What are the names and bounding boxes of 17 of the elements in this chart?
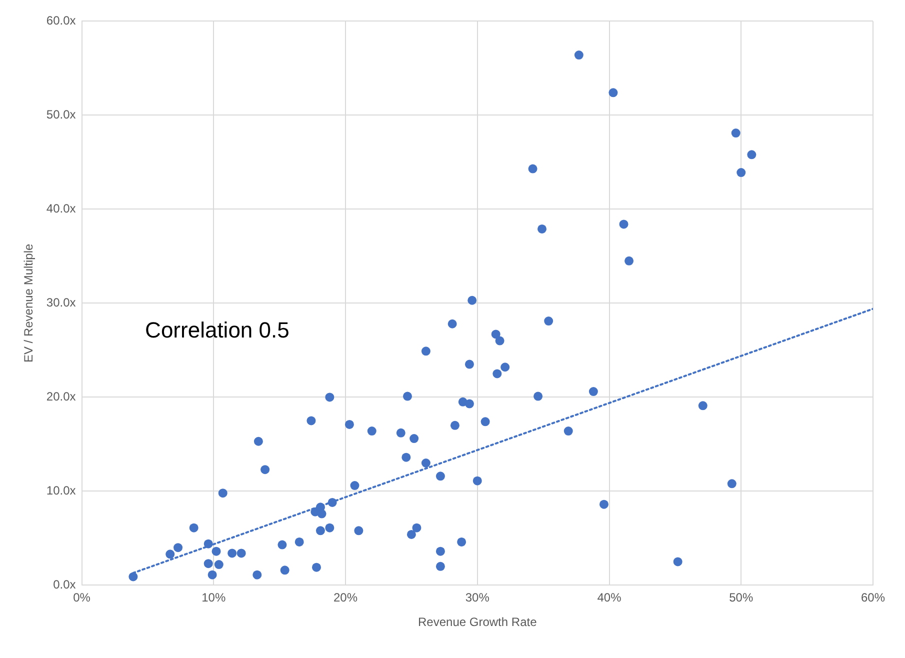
x-tick-label: 10% bbox=[202, 590, 226, 605]
y-axis-title: EV / Revenue Multiple bbox=[22, 244, 36, 363]
x-tick-label: 40% bbox=[597, 590, 622, 605]
y-tick-label: 20.0x bbox=[46, 390, 76, 404]
y-tick-label: 0.0x bbox=[53, 578, 76, 592]
y-tick-label: 30.0x bbox=[46, 296, 76, 310]
x-tick-label: 50% bbox=[729, 590, 754, 605]
y-tick-label: 40.0x bbox=[46, 202, 76, 216]
x-axis-title: Revenue Growth Rate bbox=[418, 615, 538, 630]
annotation: Correlation 0.5 bbox=[145, 317, 290, 342]
y-tick-label: 10.0x bbox=[46, 484, 76, 498]
y-tick-label: 50.0x bbox=[46, 108, 76, 122]
x-tick-label: 30% bbox=[465, 590, 490, 605]
y-tick-label: 60.0x bbox=[46, 14, 76, 28]
x-tick-label: 20% bbox=[333, 590, 358, 605]
x-tick-label: 60% bbox=[860, 590, 886, 605]
x-tick-label: 0% bbox=[73, 590, 91, 605]
